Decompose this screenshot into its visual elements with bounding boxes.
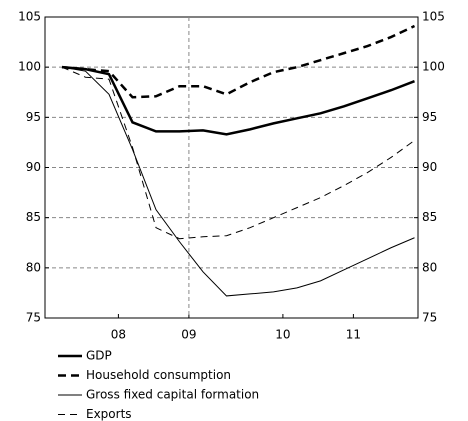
- y-tick-label: 95: [26, 110, 41, 124]
- y2-tick-label: 85: [422, 210, 437, 224]
- series-line: [61, 65, 415, 136]
- legend-label: GDP: [86, 349, 112, 363]
- series-line: [61, 66, 415, 297]
- legend-label: Gross fixed capital formation: [86, 388, 259, 402]
- x-tick-label: 08: [111, 328, 126, 342]
- y-tick-label: 100: [18, 60, 41, 74]
- y-tick-label: 90: [26, 160, 41, 174]
- legend-label: Exports: [86, 407, 132, 421]
- y2-tick-label: 105: [422, 10, 445, 24]
- y-tick-label: 85: [26, 210, 41, 224]
- y2-tick-label: 80: [422, 260, 437, 274]
- y-tick-label: 105: [18, 10, 41, 24]
- series-line: [61, 66, 415, 240]
- y-tick-label: 75: [26, 311, 41, 325]
- x-tick-label: 10: [275, 328, 290, 342]
- y2-tick-label: 75: [422, 311, 437, 325]
- y-tick-label: 80: [26, 260, 41, 274]
- x-tick-label: 09: [181, 328, 196, 342]
- y2-tick-label: 95: [422, 110, 437, 124]
- y2-tick-label: 100: [422, 60, 445, 74]
- y2-tick-label: 90: [422, 160, 437, 174]
- x-tick-label: 11: [346, 328, 361, 342]
- legend-label: Household consumption: [86, 368, 231, 382]
- series-line: [61, 24, 416, 99]
